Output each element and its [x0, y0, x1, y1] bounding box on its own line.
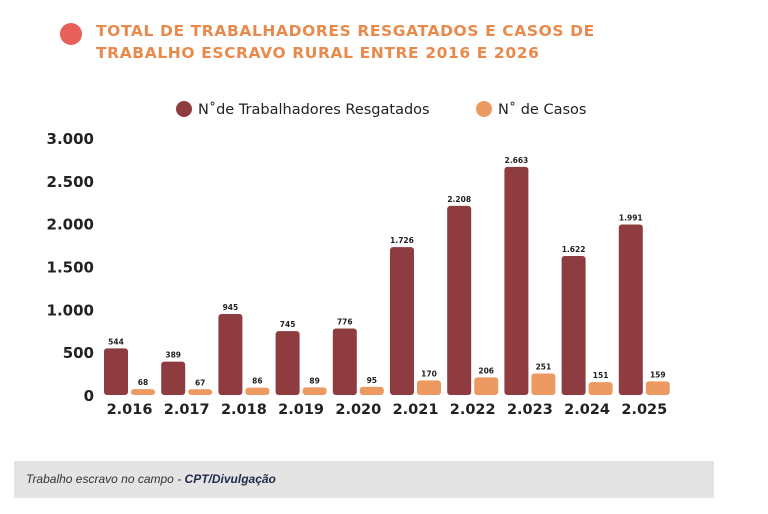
x-tick-label: 2.025 [621, 402, 667, 418]
y-tick-label: 0 [84, 387, 94, 405]
data-label-resgatados: 1.991 [619, 213, 643, 222]
caption-credit: CPT/Divulgação [184, 472, 276, 486]
bar-resgatados-2.017 [161, 361, 186, 395]
data-label-resgatados: 1.622 [562, 245, 586, 254]
bar-resgatados-2.024 [561, 256, 586, 395]
data-label-casos: 251 [536, 362, 552, 371]
chart-title-line-2: TRABALHO ESCRAVO RURAL ENTRE 2016 E 2026 [96, 44, 540, 62]
x-tick-label: 2.024 [564, 402, 610, 418]
data-label-resgatados: 776 [337, 318, 353, 327]
image-caption: Trabalho escravo no campo - CPT/Divulgaç… [26, 472, 276, 486]
bar-casos-2.025 [645, 381, 670, 395]
bar-resgatados-2.020 [332, 328, 357, 395]
x-tick-label: 2.018 [221, 402, 267, 418]
bar-casos-2.017 [188, 389, 213, 395]
caption-text: Trabalho escravo no campo - [26, 472, 185, 486]
x-tick-label: 2.019 [278, 402, 324, 418]
legend-label-1: N˚de Trabalhadores Resgatados [198, 101, 430, 118]
bar-casos-2.018 [245, 387, 270, 395]
bar-resgatados-2.016 [104, 348, 128, 395]
chart-title-line-1: TOTAL DE TRABALHADORES RESGATADOS E CASO… [96, 22, 595, 40]
y-tick-label: 2.000 [47, 216, 94, 234]
data-label-casos: 68 [138, 378, 148, 387]
x-tick-label: 2.021 [393, 402, 439, 418]
caption-box: Trabalho escravo no campo - CPT/Divulgaç… [14, 461, 714, 498]
data-label-casos: 170 [421, 369, 437, 378]
bar-casos-2.024 [588, 382, 613, 395]
y-tick-label: 2.500 [47, 173, 94, 191]
legend-label-2: N˚ de Casos [498, 101, 586, 118]
bar-casos-2.023 [531, 373, 556, 395]
bar-chart: N˚de Trabalhadores Resgatados N˚ de Casos… [47, 101, 670, 418]
chart-title: TOTAL DE TRABALHADORES RESGATADOS E CASO… [96, 20, 656, 64]
bar-resgatados-2.022 [447, 205, 472, 395]
bar-resgatados-2.021 [390, 247, 414, 395]
data-label-casos: 89 [309, 376, 319, 385]
data-label-resgatados: 2.208 [447, 195, 471, 204]
y-tick-label: 1.000 [47, 301, 94, 319]
y-tick-label: 1.500 [47, 259, 94, 277]
bar-casos-2.016 [131, 389, 155, 395]
bar-casos-2.019 [302, 387, 327, 395]
bar-resgatados-2.018 [218, 314, 243, 395]
bar-resgatados-2.025 [618, 224, 643, 395]
data-label-resgatados: 1.726 [390, 236, 414, 245]
data-label-casos: 95 [367, 376, 377, 385]
data-label-casos: 206 [478, 366, 494, 375]
data-label-resgatados: 2.663 [505, 156, 529, 165]
data-label-casos: 67 [195, 378, 205, 387]
data-label-resgatados: 389 [165, 351, 181, 360]
bar-casos-2.022 [474, 377, 499, 395]
x-tick-label: 2.020 [335, 402, 381, 418]
title-bullet-dot [60, 23, 82, 45]
data-label-resgatados: 745 [280, 320, 296, 329]
bar-casos-2.021 [417, 380, 441, 395]
data-label-resgatados: 945 [223, 303, 239, 312]
bar-resgatados-2.023 [504, 166, 529, 395]
data-label-casos: 151 [593, 371, 609, 380]
x-tick-label: 2.023 [507, 402, 553, 418]
legend-marker-1 [176, 101, 192, 117]
data-label-resgatados: 544 [108, 337, 124, 346]
y-tick-label: 3.000 [47, 130, 94, 148]
bar-resgatados-2.019 [275, 331, 300, 395]
x-tick-label: 2.022 [450, 402, 496, 418]
y-tick-label: 500 [63, 344, 94, 362]
data-label-casos: 159 [650, 370, 666, 379]
x-tick-label: 2.017 [164, 402, 210, 418]
x-tick-label: 2.016 [107, 402, 153, 418]
legend-marker-2 [476, 101, 492, 117]
bar-casos-2.020 [359, 386, 384, 395]
data-label-casos: 86 [252, 377, 262, 386]
